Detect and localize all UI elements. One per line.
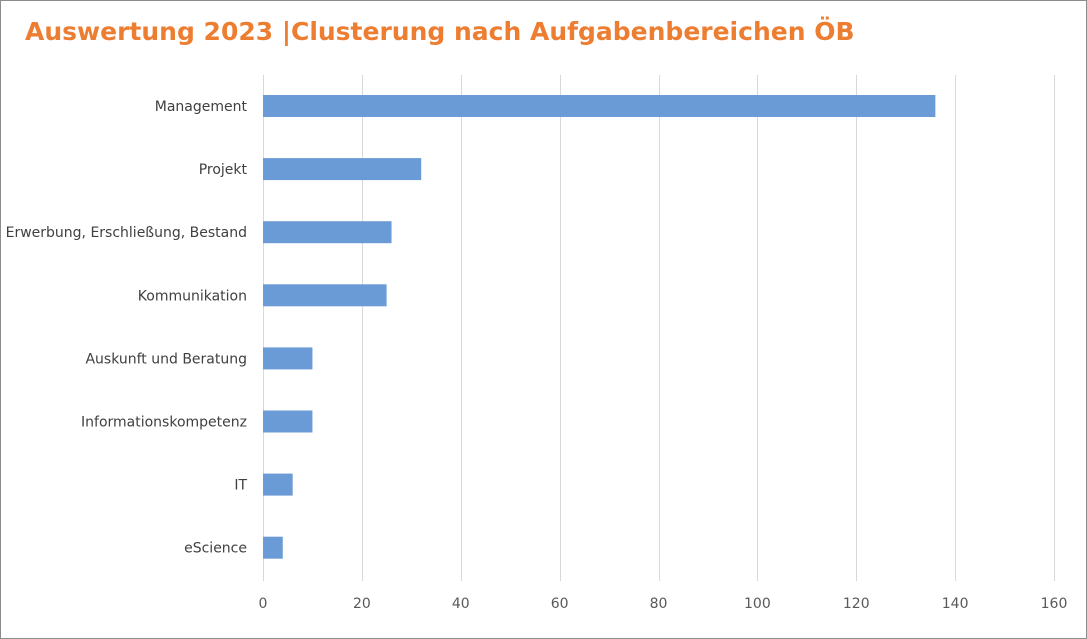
category-label: Erwerbung, Erschließung, Bestand bbox=[6, 225, 247, 241]
category-label: Kommunikation bbox=[138, 288, 247, 304]
bar-6 bbox=[263, 473, 293, 496]
x-tick-label: 100 bbox=[744, 596, 771, 612]
category-label: IT bbox=[234, 478, 247, 494]
x-tick-label: 0 bbox=[259, 596, 268, 612]
category-label: Management bbox=[155, 99, 248, 115]
x-tick-label: 80 bbox=[650, 596, 668, 612]
bar-2 bbox=[263, 221, 392, 244]
chart-title: Auswertung 2023 |Clusterung nach Aufgabe… bbox=[25, 17, 855, 46]
bar-5 bbox=[263, 410, 313, 433]
bar-1 bbox=[263, 158, 422, 181]
x-tick-label: 120 bbox=[843, 596, 870, 612]
x-tick-label: 60 bbox=[551, 596, 569, 612]
category-label: Informationskompetenz bbox=[81, 415, 247, 431]
category-label: eScience bbox=[184, 541, 247, 557]
category-label: Projekt bbox=[199, 162, 248, 178]
x-tick-label: 20 bbox=[353, 596, 371, 612]
bar-0 bbox=[263, 95, 936, 117]
x-tick-label: 160 bbox=[1041, 596, 1068, 612]
bar-3 bbox=[263, 284, 387, 307]
bar-7 bbox=[263, 536, 283, 559]
category-label: Auskunft und Beratung bbox=[85, 351, 247, 367]
bar-4 bbox=[263, 347, 313, 370]
x-tick-label: 140 bbox=[942, 596, 969, 612]
x-tick-label: 40 bbox=[452, 596, 470, 612]
